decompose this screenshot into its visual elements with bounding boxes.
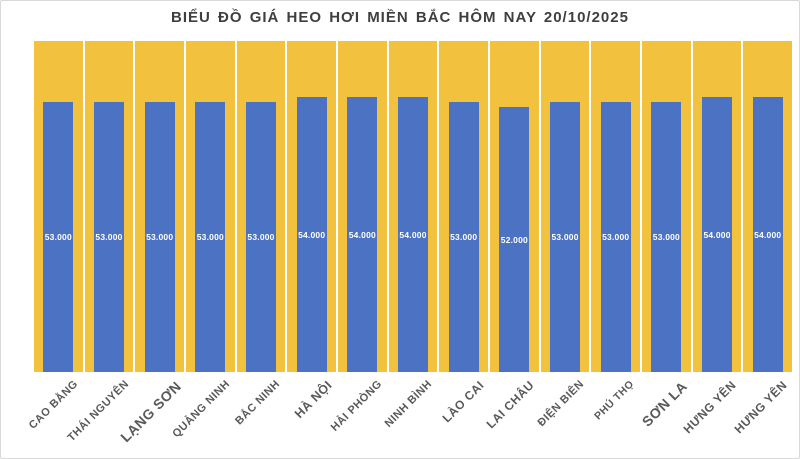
chart-title: BIỂU ĐỒ GIÁ HEO HƠI MIỀN BẮC HÔM NAY 20/… [171,9,629,26]
bar-column: 54.000 [287,41,337,372]
bar: 53.000 [448,102,479,372]
bar-value-label: 53.000 [196,232,224,243]
bar: 53.000 [550,102,581,372]
bar-column: 53.000 [34,41,83,372]
bar: 54.000 [347,97,378,372]
bar-column: 53.000 [591,41,641,372]
x-axis-label: CAO BẰNG [27,378,81,432]
bar-column: 53.000 [236,41,286,372]
x-axis-label: HƯNG YÊN [731,378,790,437]
x-axis-label: LÀO CAI [439,378,487,426]
bar-column: 54.000 [743,41,793,372]
bar-column: 53.000 [186,41,235,372]
bar-value-label: 53.000 [450,232,478,243]
x-axis-label: HẢI PHÒNG [328,378,384,434]
x-axis-label: ĐIỆN BIÊN [535,378,587,430]
bar-column: 54.000 [338,41,387,372]
bar-value-label: 53.000 [551,232,579,243]
x-axis-label: HƯNG YÊN [680,378,740,437]
bar-value-label: 54.000 [348,229,376,240]
bar-value-label: 53.000 [602,232,630,243]
x-axis-label: PHÚ THỌ [592,378,637,423]
bar-column: 52.000 [490,41,539,372]
bar: 52.000 [499,107,530,372]
bar: 53.000 [144,102,175,372]
bar-value-label: 52.000 [500,234,528,245]
bar: 53.000 [600,102,631,372]
bar: 54.000 [702,97,733,372]
bar-column: 54.000 [388,41,438,372]
bar-value-label: 53.000 [44,232,72,243]
bar-value-label: 54.000 [703,229,731,240]
bar: 54.000 [752,97,783,372]
x-axis-label: NINH BÌNH [382,378,435,430]
bar-column: 53.000 [84,41,134,372]
bar: 53.000 [195,102,226,372]
plot-area: 53.000 53.000 53.000 53.000 53.000 54.000 54.0… [34,41,793,372]
x-axis-label: BẮC NINH [233,378,283,428]
bar-value-label: 53.000 [95,232,123,243]
x-axis-labels: CAO BẰNG THÁI NGUYÊN LẠNG SƠN QUẢNG NINH BẮC… [27,376,792,458]
bar: 54.000 [398,97,429,372]
bar-value-label: 54.000 [399,229,427,240]
bar: 53.000 [43,102,74,372]
bar-value-label: 53.000 [247,232,275,243]
bar-value-label: 54.000 [298,229,326,240]
x-axis-label: HÀ NỘI [291,378,335,421]
bar: 53.000 [246,102,277,372]
bar-value-label: 53.000 [652,232,680,243]
x-axis-label: LAI CHÂU [483,378,537,432]
bar-value-label: 54.000 [754,229,782,240]
bar: 53.000 [651,102,682,372]
bar-column: 53.000 [540,41,590,372]
bar-column: 53.000 [439,41,489,372]
bar-column: 53.000 [135,41,185,372]
bar: 54.000 [296,97,327,372]
bar-value-label: 53.000 [146,232,174,243]
bar-column: 53.000 [642,41,691,372]
bar: 53.000 [94,102,124,372]
bar-column: 54.000 [692,41,742,372]
